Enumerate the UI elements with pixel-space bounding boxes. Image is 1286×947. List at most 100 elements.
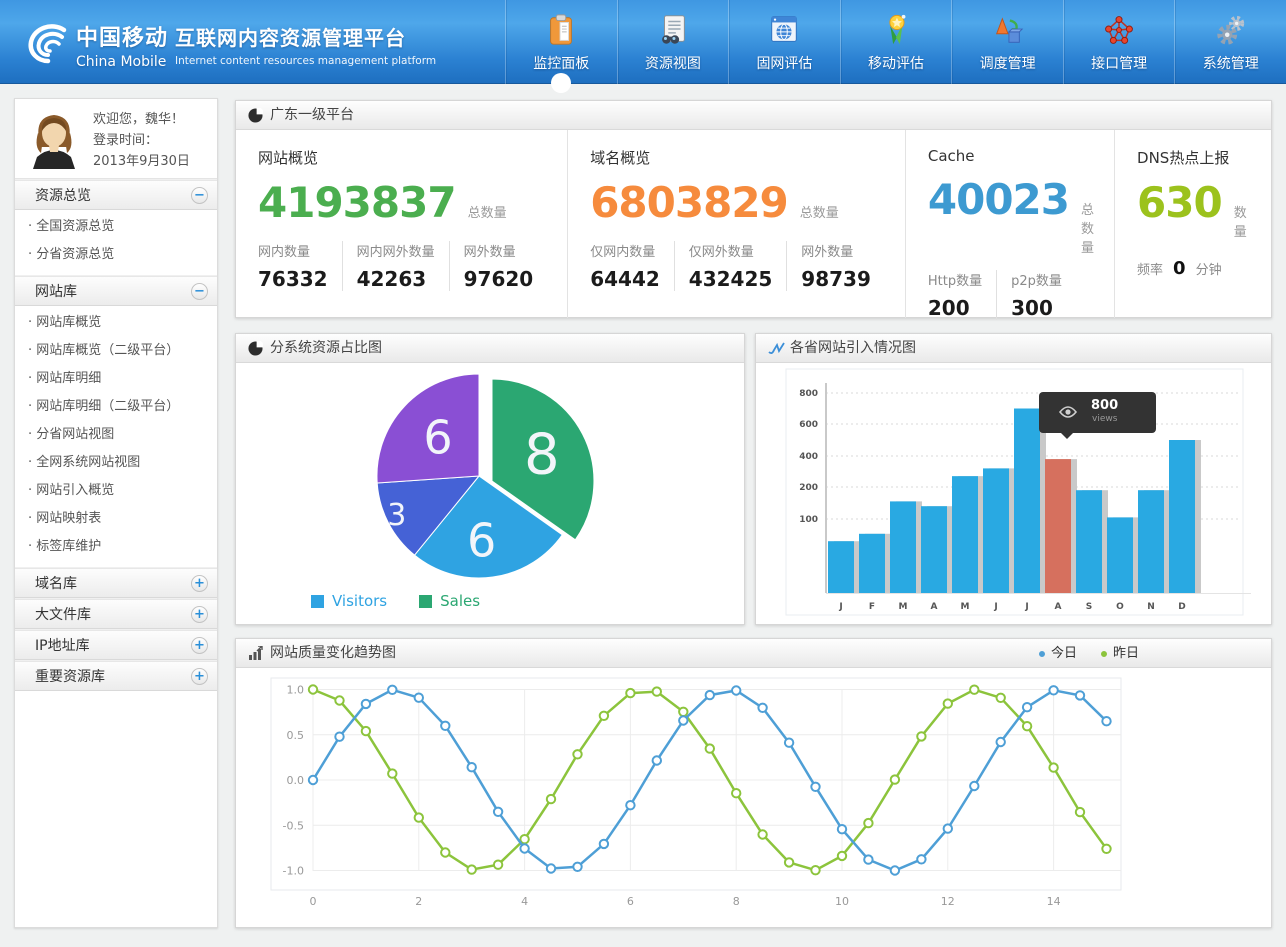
- sidebar-item[interactable]: 全网系统网站视图: [15, 449, 217, 477]
- substat-value: 200: [927, 296, 970, 320]
- bar-category-label: M: [961, 602, 970, 612]
- expand-icon[interactable]: +: [191, 606, 208, 623]
- substat-label: 仅网内数量: [590, 245, 656, 260]
- bar-J-0[interactable]: [828, 541, 854, 593]
- nav-item-resource-view[interactable]: 资源视图: [616, 0, 729, 84]
- pie-slice-3[interactable]: [376, 475, 481, 556]
- sidebar-item[interactable]: 标签库维护: [15, 533, 217, 561]
- sidebar-item[interactable]: 网站库概览（二级平台）: [15, 337, 217, 365]
- section-label: 网站库: [35, 284, 77, 300]
- svg-text:0: 0: [310, 895, 317, 908]
- card-total-row: 4193837 总数量: [258, 178, 547, 227]
- card-title: 域名概览: [590, 149, 651, 167]
- top-header: 中国移动 China Mobile 互联网内容资源管理平台 Internet c…: [0, 0, 1286, 93]
- data-point: [1074, 690, 1086, 701]
- pie-icon: [248, 341, 263, 356]
- data-point: [731, 685, 742, 696]
- bar-J-5[interactable]: [983, 468, 1009, 593]
- sidebar-section-header-website-library[interactable]: 网站库 −: [15, 276, 217, 306]
- sidebar-item[interactable]: 分省资源总览: [15, 241, 217, 269]
- data-point: [492, 806, 504, 818]
- substat-label: 网外数量: [463, 245, 516, 260]
- nav-item-monitor-panel[interactable]: 监控面板: [505, 0, 617, 93]
- bar-S-8[interactable]: [1076, 490, 1102, 593]
- data-point: [942, 823, 953, 834]
- data-point: [413, 692, 425, 703]
- nav-item-mobile-eval[interactable]: 移动评估: [839, 0, 952, 84]
- bar-M-4[interactable]: [952, 476, 978, 593]
- clipboard-icon: [544, 12, 578, 48]
- sidebar-section-items: 网站库概览网站库概览（二级平台）网站库明细网站库明细（二级平台）分省网站视图全网…: [15, 306, 217, 567]
- data-point: [678, 715, 689, 726]
- data-point: [995, 736, 1006, 748]
- svg-text:12: 12: [941, 895, 955, 908]
- expand-icon[interactable]: +: [191, 668, 208, 685]
- legend-swatch: [419, 594, 433, 608]
- user-info-box: 欢迎您，魏华！ 登录时间： 2013年9月30日: [15, 99, 217, 179]
- substat-value: 300: [1011, 296, 1053, 320]
- sidebar-section-resource-overview: 资源总览 − 全国资源总览分省资源总览: [15, 179, 217, 275]
- login-time-label: 登录时间：: [93, 133, 159, 148]
- section-label: 大文件库: [35, 607, 91, 623]
- active-tab-indicator: [551, 73, 572, 93]
- nav-item-dispatch-management[interactable]: 调度管理: [951, 0, 1063, 84]
- sidebar-item[interactable]: 网站库明细（二级平台）: [15, 393, 217, 421]
- bar-O-9[interactable]: [1107, 517, 1133, 593]
- nav-item-label: 调度管理: [979, 55, 1036, 72]
- sidebar-section-header-resource-overview[interactable]: 资源总览 −: [15, 180, 217, 210]
- data-point: [783, 737, 795, 748]
- bar-panel-title: 各省网站引入情况图: [790, 340, 916, 356]
- collapse-icon[interactable]: −: [191, 187, 208, 204]
- bar-N-10[interactable]: [1138, 490, 1164, 593]
- collapse-icon[interactable]: −: [191, 283, 208, 300]
- bar-A-7[interactable]: [1045, 459, 1071, 593]
- bar-A-3[interactable]: [921, 506, 947, 593]
- data-point: [625, 800, 636, 811]
- overview-panel: 广东一级平台 网站概览 4193837 总数量 网内数量 76332 网内网外数量 4226…: [235, 100, 1272, 320]
- sidebar-section-header-big-file-library[interactable]: 大文件库 +: [15, 599, 217, 629]
- overview-title: 广东一级平台: [270, 107, 354, 123]
- bar-D-11[interactable]: [1169, 440, 1195, 593]
- bar-category-label: S: [1086, 602, 1092, 612]
- data-point: [678, 706, 689, 717]
- data-point: [783, 857, 795, 868]
- pie-legend-item-sales[interactable]: Sales: [419, 592, 480, 610]
- sidebar-item[interactable]: 网站映射表: [15, 505, 217, 533]
- nav-item-fixed-network-eval[interactable]: 固网评估: [728, 0, 840, 84]
- pie-legend-item-visitors[interactable]: Visitors: [311, 592, 387, 610]
- line-legend-item-今日[interactable]: 今日: [1038, 640, 1077, 668]
- svg-text:0.0: 0.0: [287, 774, 305, 787]
- data-point: [598, 838, 610, 850]
- sidebar-item[interactable]: 网站引入概览: [15, 477, 217, 505]
- data-point: [519, 834, 530, 845]
- sidebar-item[interactable]: 分省网站视图: [15, 421, 217, 449]
- data-point: [387, 768, 398, 779]
- nav-item-interface-management[interactable]: 接口管理: [1062, 0, 1175, 84]
- sidebar-section-header-domain-library[interactable]: 域名库 +: [15, 568, 217, 598]
- bar-F-1[interactable]: [859, 533, 885, 593]
- sidebar-item[interactable]: 网站库概览: [15, 309, 217, 337]
- bar-J-6[interactable]: [1014, 408, 1040, 594]
- pie-slice-6[interactable]: [376, 373, 480, 484]
- pie-slice-6[interactable]: [413, 475, 563, 579]
- sidebar-section-header-key-resource-library[interactable]: 重要资源库 +: [15, 661, 217, 691]
- data-point: [466, 864, 477, 875]
- bar-M-2[interactable]: [890, 501, 916, 593]
- card-substat: 仅网内数量 64442: [590, 241, 674, 291]
- expand-icon[interactable]: +: [191, 637, 208, 654]
- card-substat: 网外数量 97620: [448, 241, 548, 291]
- substat-value: 97620: [463, 267, 534, 291]
- data-point: [387, 684, 398, 695]
- sidebar-section-header-ip-address-library[interactable]: IP地址库 +: [15, 630, 217, 660]
- sidebar-item[interactable]: 全国资源总览: [15, 213, 217, 241]
- card-substats: 网内数量 76332 网内网外数量 42263 网外数量 97620: [258, 241, 547, 291]
- sidebar-section-items: 全国资源总览分省资源总览: [15, 210, 217, 275]
- nav-item-system-management[interactable]: 系统管理: [1174, 0, 1286, 84]
- bar-category-label: A: [1055, 602, 1062, 612]
- pie-slice-8[interactable]: [491, 378, 595, 541]
- sidebar-item[interactable]: 网站库明细: [15, 365, 217, 393]
- line-legend-item-昨日[interactable]: 昨日: [1100, 640, 1139, 668]
- eye-icon: [1059, 406, 1077, 418]
- data-point: [307, 684, 319, 695]
- expand-icon[interactable]: +: [191, 575, 208, 592]
